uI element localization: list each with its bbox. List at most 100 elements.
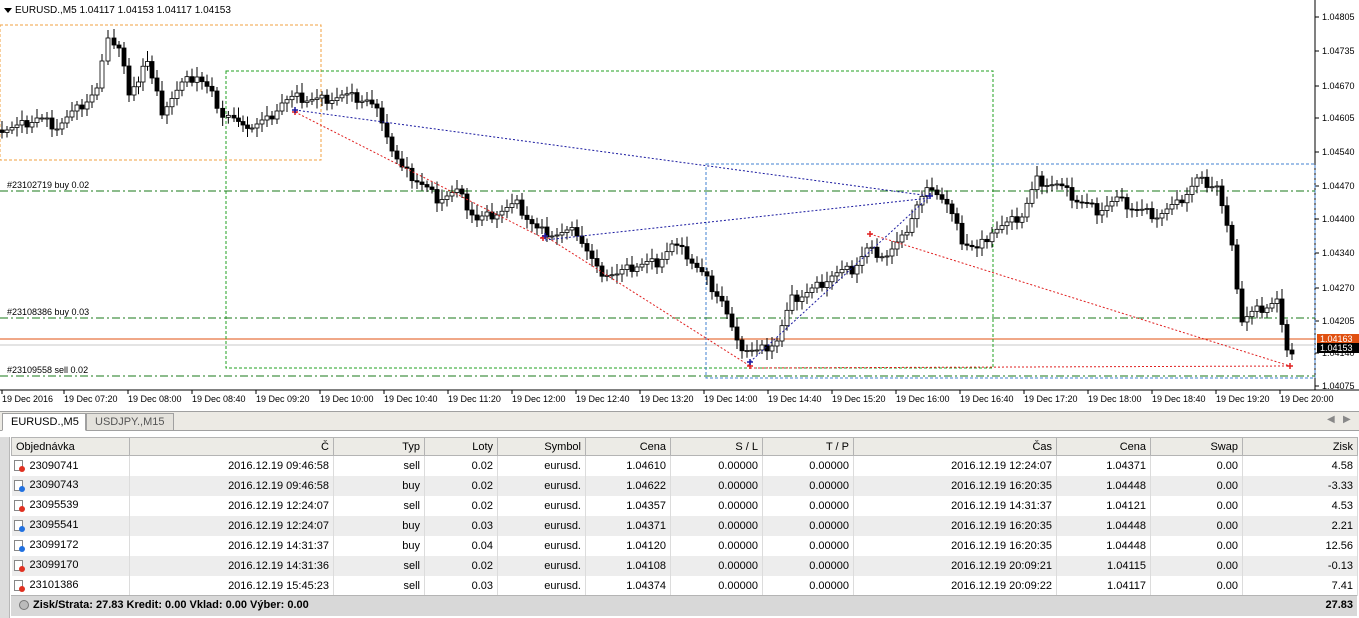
candle-body bbox=[1014, 216, 1020, 223]
col-header-close-time[interactable]: Čas bbox=[853, 437, 1057, 456]
candle-body bbox=[1214, 185, 1220, 188]
candle-body bbox=[539, 226, 545, 229]
order-id: 23099172 bbox=[29, 539, 79, 552]
candle-body bbox=[459, 188, 465, 195]
type-cell: buy bbox=[333, 475, 425, 496]
sl-cell: 0.00000 bbox=[670, 475, 763, 496]
candle-body bbox=[909, 218, 915, 233]
time-label: 19 Dec 14:00 bbox=[704, 394, 758, 404]
orange-range-box bbox=[0, 24, 322, 161]
candle-body bbox=[934, 189, 940, 196]
col-header-swap[interactable]: Swap bbox=[1150, 437, 1243, 456]
col-header-price[interactable]: Cena bbox=[585, 437, 671, 456]
candle-body bbox=[1194, 177, 1200, 187]
table-row[interactable]: 23090743 2016.12.19 09:46:58 buy 0.02 eurusd… bbox=[11, 475, 1358, 496]
price-close-cell: 1.04448 bbox=[1056, 515, 1151, 536]
candle-body bbox=[131, 86, 137, 96]
table-row[interactable]: 23099170 2016.12.19 14:31:36 sell 0.02 eurus… bbox=[11, 555, 1358, 576]
symbol-cell: eurusd. bbox=[497, 555, 586, 576]
buy-order-icon bbox=[13, 519, 25, 532]
candle-body bbox=[1049, 184, 1055, 187]
candle-body bbox=[1199, 176, 1205, 179]
candle-body bbox=[489, 211, 495, 220]
candle-body bbox=[769, 345, 775, 352]
candle-body bbox=[914, 204, 920, 220]
candle-body bbox=[384, 122, 390, 138]
profit-cell: 7.41 bbox=[1242, 575, 1358, 596]
time-label: 19 Dec 19:20 bbox=[1216, 394, 1270, 404]
candle-body bbox=[1209, 186, 1215, 189]
candle-body bbox=[834, 272, 840, 277]
candle-body bbox=[64, 116, 70, 124]
sell-order-icon bbox=[13, 459, 25, 472]
col-header-tp[interactable]: T / P bbox=[762, 437, 854, 456]
table-row[interactable]: 23095539 2016.12.19 12:24:07 sell 0.02 eurus… bbox=[11, 495, 1358, 516]
candle-body bbox=[259, 119, 265, 125]
terminal-side-strip[interactable]: nal bbox=[0, 437, 10, 618]
candle-body bbox=[164, 106, 170, 116]
col-header-type[interactable]: Typ bbox=[333, 437, 425, 456]
candle-body bbox=[559, 232, 565, 236]
candle-body bbox=[1114, 196, 1120, 202]
candle-body bbox=[704, 271, 710, 277]
price-label: 1.04735 bbox=[1322, 46, 1355, 56]
candle-body bbox=[799, 296, 805, 302]
candle-body bbox=[364, 99, 370, 102]
chart-header-text: EURUSD.,M5 1.04117 1.04153 1.04117 1.041… bbox=[15, 5, 231, 16]
candle-body bbox=[1119, 196, 1125, 199]
price-open-cell: 1.04120 bbox=[585, 535, 671, 556]
summary-text: Zisk/Strata: 27.83 Kredit: 0.00 Vklad: 0… bbox=[33, 599, 309, 611]
col-header-lots[interactable]: Loty bbox=[424, 437, 498, 456]
candle-body bbox=[719, 295, 725, 302]
col-header-symbol[interactable]: Symbol bbox=[497, 437, 586, 456]
price-label: 1.04205 bbox=[1322, 316, 1355, 326]
price-close-cell: 1.04115 bbox=[1056, 555, 1151, 576]
candle-body bbox=[474, 214, 480, 221]
col-header-profit[interactable]: Zisk bbox=[1242, 437, 1358, 456]
chart-canvas[interactable]: 1.04805 1.04735 1.04670 1.04605 1.04540 1.044… bbox=[0, 0, 1359, 410]
candle-body bbox=[414, 180, 420, 183]
candle-body bbox=[844, 265, 850, 270]
candle-body bbox=[179, 81, 185, 91]
chart-menu-triangle-icon[interactable] bbox=[4, 7, 12, 13]
candle-body bbox=[54, 128, 60, 131]
candle-body bbox=[1164, 208, 1170, 214]
symbol-cell: eurusd. bbox=[497, 455, 586, 476]
candle-body bbox=[204, 81, 210, 87]
tab-usdjpy-m15[interactable]: USDJPY.,M15 bbox=[86, 413, 174, 431]
candle-body bbox=[544, 226, 550, 238]
candle-body bbox=[664, 251, 670, 260]
candle-body bbox=[49, 117, 55, 130]
candle-body bbox=[1089, 202, 1095, 205]
candle-body bbox=[169, 98, 175, 108]
candle-body bbox=[121, 47, 127, 67]
tab-scroll-left-icon[interactable]: ◀ bbox=[1327, 414, 1335, 425]
tab-eurusd-m5[interactable]: EURUSD.,M5 bbox=[2, 413, 86, 431]
candle-body bbox=[24, 120, 30, 128]
col-header-order[interactable]: Objednávka bbox=[11, 437, 130, 456]
candle-body bbox=[749, 349, 755, 352]
table-row[interactable]: 23101386 2016.12.19 15:45:23 sell 0.03 eurus… bbox=[11, 575, 1358, 596]
col-header-close-price[interactable]: Cena bbox=[1056, 437, 1151, 456]
candle-body bbox=[939, 194, 945, 200]
table-row[interactable]: 23090741 2016.12.19 09:46:58 sell 0.02 eurus… bbox=[11, 455, 1358, 476]
candle-body bbox=[644, 261, 650, 265]
trade-arrow-icon bbox=[1287, 363, 1293, 369]
candle-body bbox=[4, 129, 10, 133]
table-row[interactable]: 23099172 2016.12.19 14:31:37 buy 0.04 eurusd… bbox=[11, 535, 1358, 556]
price-open-cell: 1.04108 bbox=[585, 555, 671, 576]
price-chart[interactable]: 1.04805 1.04735 1.04670 1.04605 1.04540 1.044… bbox=[0, 0, 1359, 410]
candle-body bbox=[84, 101, 90, 110]
col-header-time[interactable]: Č bbox=[129, 437, 334, 456]
candle-body bbox=[444, 195, 450, 200]
candle-body bbox=[126, 65, 132, 96]
swap-cell: 0.00 bbox=[1150, 495, 1243, 516]
candle-body bbox=[419, 181, 425, 185]
candle-body bbox=[974, 246, 980, 249]
candle-body bbox=[389, 136, 395, 152]
col-header-sl[interactable]: S / L bbox=[670, 437, 763, 456]
tab-scroll-right-icon[interactable]: ▶ bbox=[1343, 414, 1351, 425]
table-row[interactable]: 23095541 2016.12.19 12:24:07 buy 0.03 eurusd… bbox=[11, 515, 1358, 536]
time-close-cell: 2016.12.19 16:20:35 bbox=[853, 475, 1057, 496]
current-ask-box bbox=[1317, 343, 1359, 353]
